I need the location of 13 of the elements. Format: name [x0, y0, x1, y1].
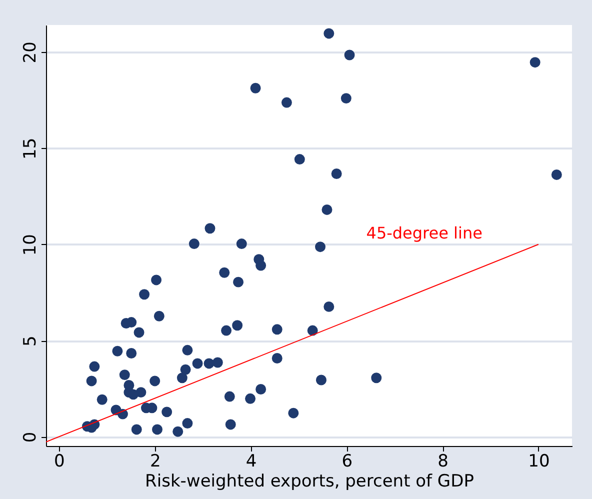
y-tick-label: 0 [20, 432, 40, 443]
x-tick-label: 4 [246, 452, 257, 472]
y-tick-label: 15 [20, 138, 40, 160]
y-tick-label: 10 [20, 234, 40, 256]
y-tick-label: 5 [20, 336, 40, 346]
x-tick-label: 2 [150, 452, 161, 472]
x-axis-title: Risk-weighted exports, percent of GDP [145, 472, 474, 492]
x-tick-label: 0 [54, 452, 65, 472]
x-tick-label: 10 [528, 452, 550, 472]
x-tick-label: 8 [438, 452, 448, 472]
x-tick-label: 6 [342, 452, 353, 472]
y-tick-label: 20 [20, 42, 40, 64]
series-label: 45-degree line [366, 223, 482, 242]
